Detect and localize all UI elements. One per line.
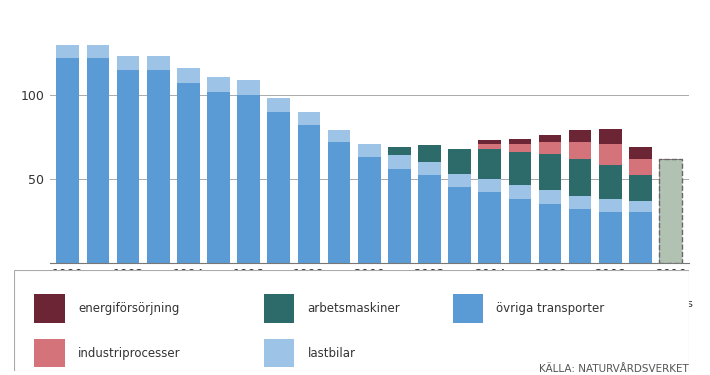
- Bar: [116, 70, 139, 262]
- Bar: [177, 83, 200, 262]
- Bar: [87, 45, 109, 58]
- Text: KÄLLA: NATURVÅRDSVERKET: KÄLLA: NATURVÅRDSVERKET: [539, 364, 689, 374]
- FancyBboxPatch shape: [34, 294, 65, 322]
- FancyBboxPatch shape: [263, 339, 294, 367]
- Bar: [660, 159, 682, 167]
- Bar: [268, 98, 290, 112]
- Bar: [660, 180, 682, 201]
- Text: energiförsörjning: energiförsörjning: [78, 302, 180, 315]
- Bar: [418, 145, 441, 162]
- Bar: [569, 209, 591, 262]
- Bar: [177, 68, 200, 83]
- Bar: [660, 201, 682, 212]
- Bar: [629, 176, 652, 201]
- Bar: [87, 58, 109, 262]
- FancyBboxPatch shape: [263, 294, 294, 322]
- Bar: [116, 57, 139, 70]
- Bar: [539, 204, 562, 262]
- Bar: [599, 144, 622, 165]
- Bar: [508, 186, 531, 199]
- Text: arbetsmaskiner: arbetsmaskiner: [307, 302, 400, 315]
- Bar: [508, 144, 531, 152]
- Bar: [629, 159, 652, 176]
- Bar: [539, 135, 562, 142]
- Bar: [297, 125, 320, 262]
- FancyBboxPatch shape: [34, 339, 65, 367]
- Bar: [660, 212, 682, 262]
- Text: prognos: prognos: [648, 299, 693, 309]
- Bar: [599, 129, 622, 144]
- Bar: [539, 154, 562, 190]
- Bar: [328, 142, 350, 262]
- Bar: [569, 159, 591, 195]
- Text: övriga transporter: övriga transporter: [496, 302, 605, 315]
- Bar: [57, 58, 79, 262]
- Bar: [599, 212, 622, 262]
- Bar: [237, 95, 260, 262]
- FancyBboxPatch shape: [14, 270, 689, 371]
- Bar: [297, 112, 320, 125]
- Bar: [448, 187, 471, 262]
- Bar: [569, 195, 591, 209]
- Bar: [629, 212, 652, 262]
- Bar: [508, 138, 531, 144]
- Bar: [479, 148, 501, 179]
- FancyBboxPatch shape: [453, 294, 483, 322]
- Bar: [599, 199, 622, 212]
- Bar: [629, 201, 652, 212]
- Bar: [328, 130, 350, 142]
- Bar: [57, 45, 79, 58]
- Bar: [508, 152, 531, 186]
- Bar: [508, 199, 531, 262]
- Bar: [388, 169, 410, 262]
- Bar: [569, 142, 591, 159]
- Bar: [539, 190, 562, 204]
- Bar: [448, 174, 471, 187]
- Bar: [147, 57, 170, 70]
- Bar: [388, 155, 410, 169]
- Bar: [660, 167, 682, 180]
- Bar: [147, 70, 170, 262]
- Bar: [569, 130, 591, 142]
- Bar: [358, 157, 381, 262]
- Bar: [207, 76, 230, 92]
- Bar: [599, 165, 622, 199]
- Bar: [207, 92, 230, 262]
- Bar: [479, 140, 501, 144]
- Bar: [479, 192, 501, 262]
- Bar: [237, 80, 260, 95]
- Bar: [629, 147, 652, 159]
- Bar: [268, 112, 290, 262]
- Text: lastbilar: lastbilar: [307, 346, 356, 360]
- Bar: [388, 147, 410, 155]
- Bar: [418, 162, 441, 176]
- Bar: [539, 142, 562, 154]
- Bar: [479, 144, 501, 148]
- Text: industriprocesser: industriprocesser: [78, 346, 181, 360]
- Bar: [479, 179, 501, 192]
- Bar: [418, 176, 441, 262]
- Bar: [660, 159, 682, 262]
- Bar: [358, 144, 381, 157]
- Bar: [448, 148, 471, 174]
